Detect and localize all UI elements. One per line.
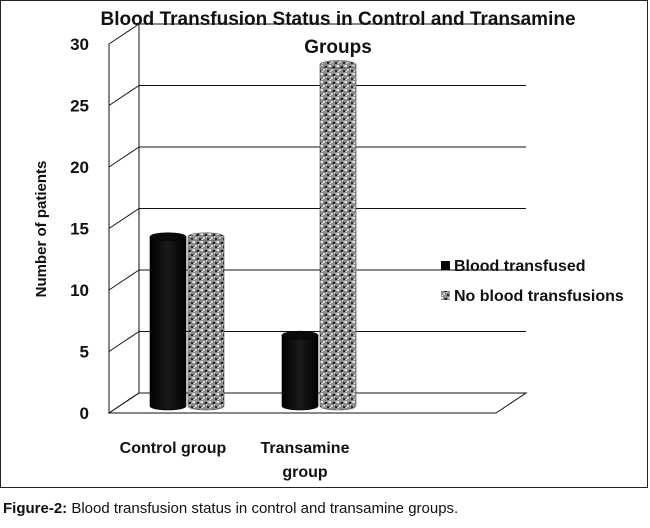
y-tick-labels: 0 5 10 15 20 25 30: [70, 35, 89, 423]
y-tick-label: 0: [80, 404, 89, 423]
y-axis-label: Number of patients: [33, 161, 50, 298]
legend-label: No blood transfusions: [454, 288, 624, 305]
gridline-side: [108, 146, 140, 168]
y-tick-label: 5: [80, 343, 89, 362]
bar-no-transfusion: [187, 232, 225, 411]
bar-top: [319, 60, 357, 69]
bar-top: [149, 232, 187, 242]
legend-swatch: [441, 291, 450, 300]
bar-top: [281, 330, 319, 340]
category-label: group: [282, 464, 328, 481]
legend-swatch: [441, 261, 450, 270]
bars: [149, 60, 357, 411]
bar-body: [319, 64, 357, 411]
y-tick-label: 15: [70, 220, 89, 239]
y-tick-label: 30: [70, 35, 89, 54]
bar-body: [149, 236, 187, 411]
caption-label: Figure-2:: [3, 500, 68, 517]
gridline-side: [108, 269, 140, 291]
y-tick-label: 10: [70, 281, 89, 300]
gridline-side: [108, 85, 140, 106]
figure-caption: Figure-2: Blood transfusion status in co…: [3, 500, 458, 517]
axes: [107, 24, 528, 414]
bar-no-transfusion: [319, 60, 357, 411]
gridline-side: [108, 23, 140, 45]
y-tick-label: 20: [70, 158, 89, 177]
legend: Blood transfused No blood transfusions: [441, 258, 624, 305]
gridline-side: [108, 331, 140, 352]
legend-label: Blood transfused: [454, 258, 586, 275]
bar-transfused: [149, 232, 187, 411]
chart-floor: [107, 392, 528, 414]
category-label: Control group: [120, 440, 227, 457]
bar-body: [281, 334, 319, 411]
chart-title-line-1: Blood Transfusion Status in Control and …: [100, 9, 575, 30]
y-tick-label: 25: [70, 97, 89, 116]
bar-transfused: [281, 330, 319, 411]
caption-text: Blood transfusion status in control and …: [67, 500, 459, 517]
category-label: Transamine: [261, 440, 350, 457]
bar-chart: Blood Transfusion Status in Control and …: [33, 9, 624, 481]
figure-frame: Blood Transfusion Status in Control and …: [0, 0, 648, 488]
bar-top: [187, 232, 225, 242]
gridline-side: [108, 208, 140, 229]
chart-title-line-2: Groups: [304, 37, 372, 58]
bar-body: [187, 236, 225, 411]
category-labels: Control group Transamine group: [120, 440, 350, 481]
